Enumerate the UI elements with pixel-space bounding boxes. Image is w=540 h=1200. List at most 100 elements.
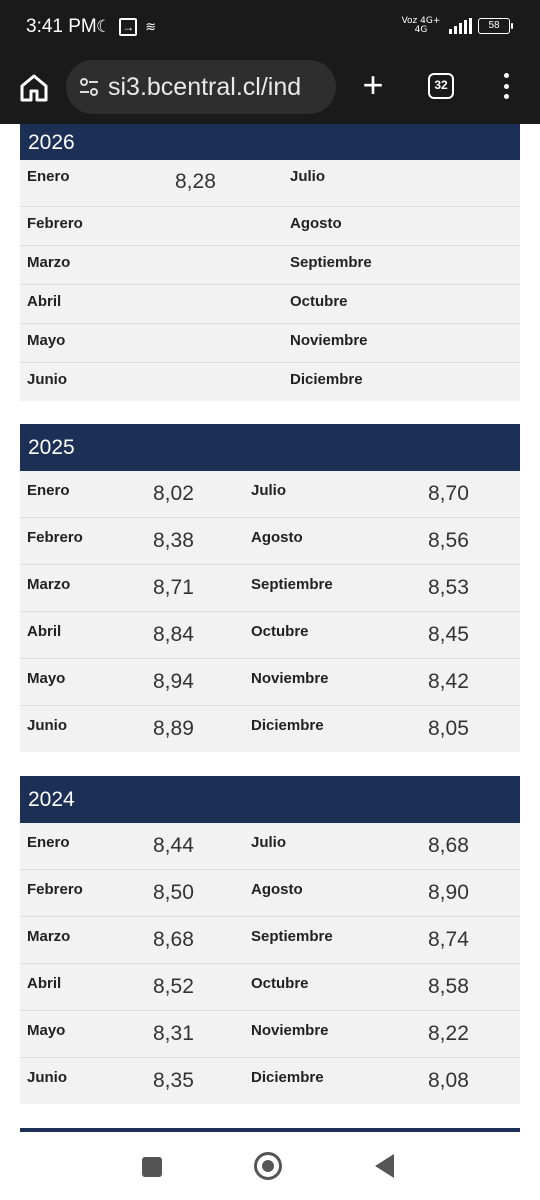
rate-value: 8,74 <box>428 928 469 951</box>
month-rows: Enero 8,28 Julio Febrero Agosto Marzo Septiemb… <box>20 160 520 401</box>
rate-value: 8,35 <box>153 1069 194 1092</box>
rate-value: 8,02 <box>153 482 194 505</box>
cast-icon: → <box>119 18 138 36</box>
month-label: Marzo <box>27 576 71 593</box>
battery-icon: 58 <box>478 18 513 34</box>
month-label: Junio <box>27 371 67 388</box>
status-bar: 3:41 PM ☾ → ≋ Voz 4G+ 4G 58 <box>0 0 540 56</box>
rate-value: 8,53 <box>428 576 469 599</box>
recents-button[interactable] <box>142 1157 162 1177</box>
rate-value: 8,45 <box>428 623 469 646</box>
year-table-2024: 2024 Enero 8,44 Julio 8,68 Febrero 8,50 Agosto 8… <box>20 776 520 1104</box>
month-label: Diciembre <box>251 717 324 734</box>
network-label: Voz 4G+ 4G <box>399 17 443 35</box>
month-label: Marzo <box>27 254 71 271</box>
month-label: Junio <box>27 1069 67 1086</box>
month-label: Febrero <box>27 529 83 546</box>
month-label: Marzo <box>27 928 71 945</box>
table-row: Mayo Noviembre <box>20 324 520 363</box>
new-tab-button[interactable]: + <box>362 64 384 105</box>
month-label: Noviembre <box>290 332 368 349</box>
table-row: Enero 8,02 Julio 8,70 <box>20 471 520 518</box>
table-row: Marzo Septiembre <box>20 246 520 285</box>
table-row: Junio 8,89 Diciembre 8,05 <box>20 706 520 752</box>
month-label: Diciembre <box>290 371 363 388</box>
signal-icon <box>449 18 472 34</box>
status-notification-icons: ☾ → ≋ <box>96 16 156 38</box>
site-settings-icon[interactable] <box>78 76 100 98</box>
year-header: 2024 <box>20 776 520 823</box>
rate-value: 8,52 <box>153 975 194 998</box>
month-label: Noviembre <box>251 670 329 687</box>
home-button[interactable] <box>16 70 52 106</box>
month-label: Enero <box>27 168 70 185</box>
more-vert-icon-dot <box>503 83 509 89</box>
month-label: Febrero <box>27 881 83 898</box>
table-row: Abril Octubre <box>20 285 520 324</box>
rate-value: 8,84 <box>153 623 194 646</box>
rate-value: 8,31 <box>153 1022 194 1045</box>
month-label: Agosto <box>251 529 303 546</box>
table-row: Enero 8,44 Julio 8,68 <box>20 823 520 870</box>
rate-value: 8,68 <box>428 834 469 857</box>
tab-switcher-button[interactable]: 32 <box>428 73 454 99</box>
rate-value: 8,56 <box>428 529 469 552</box>
rate-value: 8,94 <box>153 670 194 693</box>
network-type-bottom: 4G <box>414 25 428 35</box>
month-label: Abril <box>27 293 62 310</box>
month-rows: Enero 8,44 Julio 8,68 Febrero 8,50 Agosto 8,90 M… <box>20 823 520 1104</box>
month-label: Julio <box>290 168 326 185</box>
back-button[interactable] <box>375 1154 394 1178</box>
rate-value: 8,50 <box>153 881 194 904</box>
status-system-icons: Voz 4G+ 4G 58 <box>399 17 513 35</box>
month-label: Octubre <box>290 293 348 310</box>
month-label: Enero <box>27 834 70 851</box>
home-icon <box>20 74 48 102</box>
month-label: Septiembre <box>290 254 372 271</box>
address-bar[interactable]: si3.bcentral.cl/ind <box>66 60 336 114</box>
rate-value: 8,05 <box>428 717 469 740</box>
month-label: Diciembre <box>251 1069 324 1086</box>
rate-value: 8,90 <box>428 881 469 904</box>
more-vert-icon-dot <box>503 73 509 78</box>
month-label: Octubre <box>251 623 309 640</box>
status-time: 3:41 PM <box>26 16 97 37</box>
month-label: Abril <box>27 623 62 640</box>
table-row: Junio 8,35 Diciembre 8,08 <box>20 1058 520 1104</box>
rate-value: 8,44 <box>153 834 194 857</box>
rate-value: 8,28 <box>175 170 216 193</box>
table-row: Febrero 8,50 Agosto 8,90 <box>20 870 520 917</box>
home-nav-button[interactable] <box>254 1152 282 1180</box>
table-row: Abril 8,84 Octubre 8,45 <box>20 612 520 659</box>
month-label: Octubre <box>251 975 309 992</box>
year-header: 2026 <box>20 124 520 160</box>
rate-value: 8,22 <box>428 1022 469 1045</box>
rate-value: 8,58 <box>428 975 469 998</box>
page-content[interactable]: 2026 Enero 8,28 Julio Febrero Agosto Marzo Sept… <box>0 124 540 1132</box>
month-label: Febrero <box>27 215 83 232</box>
rate-value: 8,89 <box>153 717 194 740</box>
more-vert-icon-dot <box>503 94 509 99</box>
url-text: si3.bcentral.cl/ind <box>108 72 302 101</box>
year-table-2026: 2026 Enero 8,28 Julio Febrero Agosto Marzo Sept… <box>20 124 520 401</box>
table-row: Abril 8,52 Octubre 8,58 <box>20 964 520 1011</box>
table-row: Febrero Agosto <box>20 207 520 246</box>
month-label: Septiembre <box>251 576 333 593</box>
table-row: Marzo 8,68 Septiembre 8,74 <box>20 917 520 964</box>
rate-value: 8,71 <box>153 576 194 599</box>
moon-icon: ☾ <box>96 17 112 36</box>
next-year-header-partial <box>20 1128 520 1132</box>
table-row: Junio Diciembre <box>20 363 520 401</box>
month-rows: Enero 8,02 Julio 8,70 Febrero 8,38 Agosto 8,56 M… <box>20 471 520 752</box>
network-type-top: Voz 4G+ <box>401 16 441 26</box>
rate-value: 8,42 <box>428 670 469 693</box>
month-label: Noviembre <box>251 1022 329 1039</box>
more-menu-button[interactable] <box>496 70 516 102</box>
month-label: Mayo <box>27 670 66 687</box>
system-navigation-bar <box>0 1132 540 1200</box>
rate-value: 8,08 <box>428 1069 469 1092</box>
month-label: Julio <box>251 482 287 499</box>
month-label: Junio <box>27 717 67 734</box>
month-label: Mayo <box>27 332 66 349</box>
table-row: Febrero 8,38 Agosto 8,56 <box>20 518 520 565</box>
